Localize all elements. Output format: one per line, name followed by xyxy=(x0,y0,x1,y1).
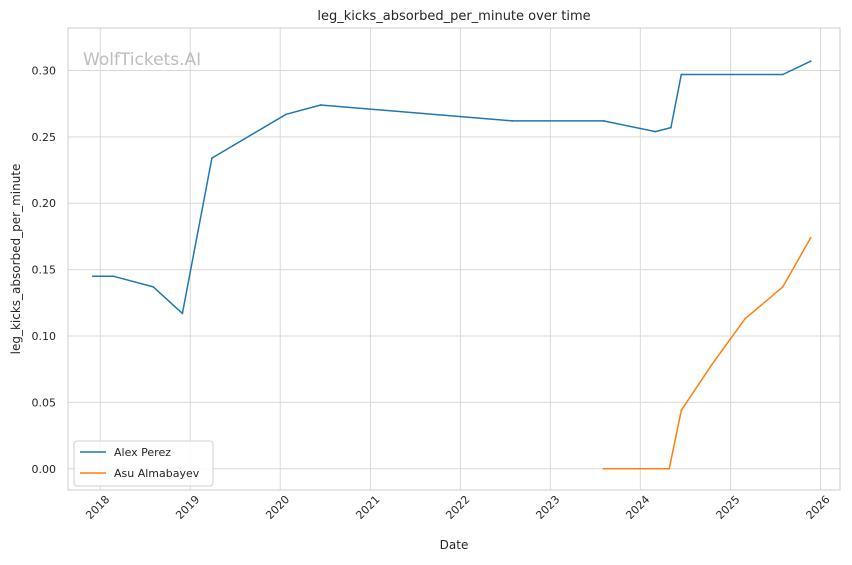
legend-box xyxy=(73,440,214,487)
legend-label-asu-almabayev: Asu Almabayev xyxy=(114,467,200,480)
data-point-alex-perez xyxy=(511,120,514,122)
data-point-alex-perez xyxy=(112,275,115,278)
y-tick-label: 0.20 xyxy=(32,197,57,210)
y-tick-label: 0.00 xyxy=(32,463,57,476)
y-tick-label: 0.30 xyxy=(32,64,57,77)
data-point-alex-perez xyxy=(809,60,812,63)
y-axis-ticks: 0.00 0.05 0.10 0.15 0.20 0.25 0.30 xyxy=(32,64,57,475)
data-point-alex-perez xyxy=(91,275,94,278)
y-tick-label: 0.05 xyxy=(32,396,57,409)
legend: Alex Perez Asu Almabayev xyxy=(73,440,214,487)
data-point-alex-perez xyxy=(781,73,784,76)
data-point-asu-almabayev xyxy=(711,362,714,365)
y-tick-label: 0.25 xyxy=(32,131,57,144)
data-point-asu-almabayev xyxy=(809,236,812,239)
data-point-alex-perez xyxy=(670,126,672,129)
data-point-asu-almabayev xyxy=(680,409,683,412)
data-point-alex-perez xyxy=(602,120,605,122)
data-point-asu-almabayev xyxy=(781,285,784,288)
data-point-alex-perez xyxy=(181,312,184,315)
y-axis-label: leg_kicks_absorbed_per_minute xyxy=(9,164,23,355)
grid xyxy=(68,28,840,490)
series-line-alex-perez xyxy=(92,60,812,315)
data-point-alex-perez xyxy=(152,285,155,288)
data-point-asu-almabayev xyxy=(668,467,671,470)
x-axis-label: Date xyxy=(440,538,469,552)
y-tick-label: 0.10 xyxy=(32,330,57,343)
legend-label-alex-perez: Alex Perez xyxy=(114,446,171,459)
plot-frame xyxy=(67,27,841,491)
chart-title: leg_kicks_absorbed_per_minute over time xyxy=(317,9,590,24)
series-layer xyxy=(91,60,812,470)
data-point-alex-perez xyxy=(654,130,657,133)
data-point-alex-perez xyxy=(680,73,683,76)
data-point-asu-almabayev xyxy=(602,467,605,470)
y-tick-label: 0.15 xyxy=(32,264,57,277)
data-point-alex-perez xyxy=(319,104,322,106)
data-point-asu-almabayev xyxy=(744,317,747,320)
data-point-alex-perez xyxy=(285,113,288,116)
watermark: WolfTickets.AI xyxy=(83,50,201,70)
data-point-alex-perez xyxy=(211,157,213,160)
